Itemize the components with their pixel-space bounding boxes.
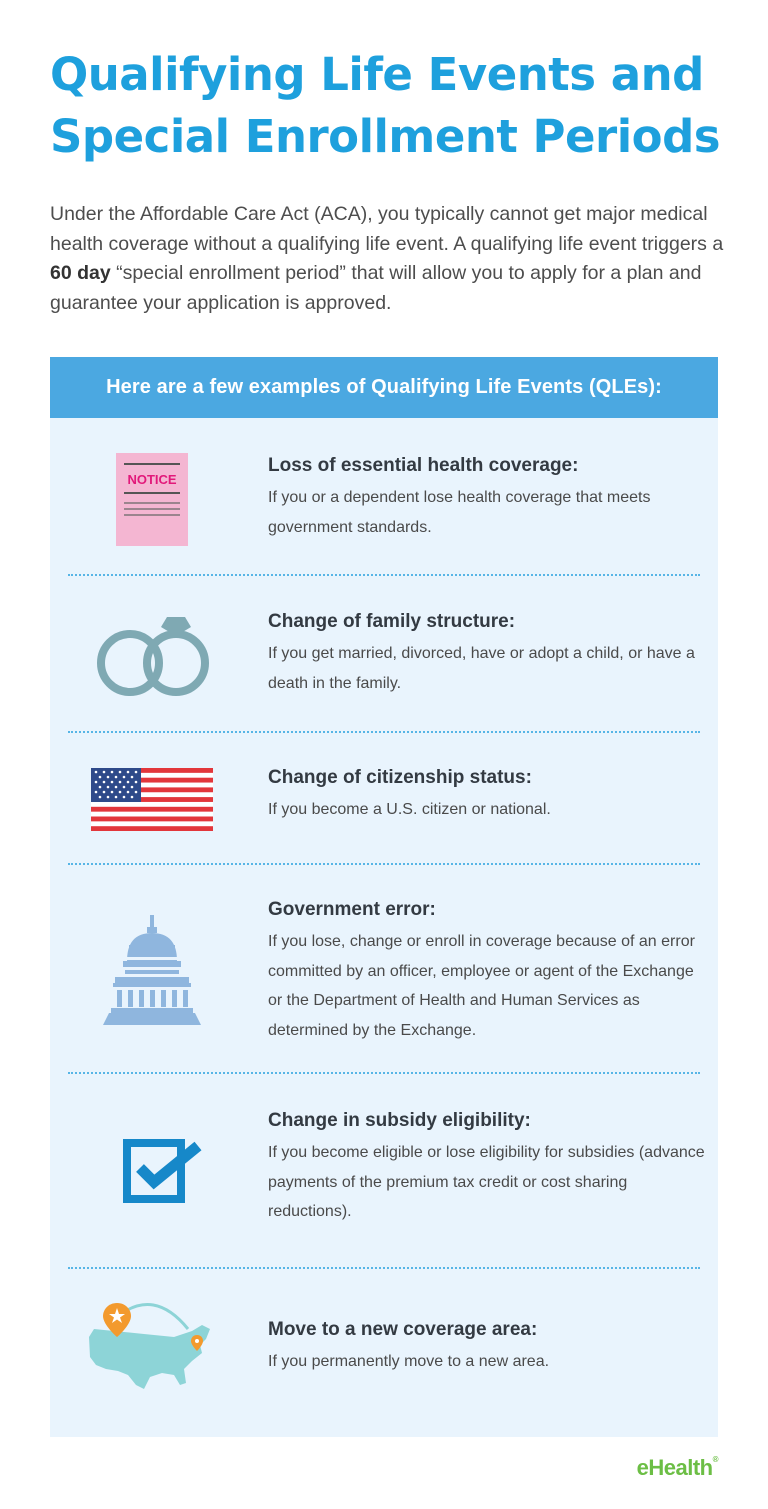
svg-text:NOTICE: NOTICE [127, 472, 176, 487]
divider [68, 863, 700, 865]
item-title: Government error: [268, 899, 436, 920]
panel-header: Here are a few examples of Qualifying Li… [50, 357, 718, 418]
item-title: Change of family structure: [268, 611, 516, 632]
divider [68, 1072, 700, 1074]
divider [68, 574, 700, 576]
item-description: If you lose, change or enroll in coverag… [268, 933, 695, 1039]
divider [68, 731, 700, 733]
item-title: Change of citizenship status: [268, 767, 532, 788]
item-description: If you get married, divorced, have or ad… [268, 645, 695, 692]
intro-paragraph: Under the Affordable Care Act (ACA), you… [50, 203, 724, 314]
capitol-building-icon [103, 915, 201, 1025]
item-title: Loss of essential health coverage: [268, 455, 579, 476]
us-flag-icon [91, 768, 213, 831]
checkbox-icon [123, 1139, 202, 1203]
item-description: If you permanently move to a new area. [268, 1353, 550, 1370]
qle-panel: Here are a few examples of Qualifying Li… [50, 357, 718, 1437]
item-description: If you become a U.S. citizen or national… [268, 801, 551, 818]
page-title: Qualifying Life Events and Special Enrol… [50, 48, 721, 163]
notice-document-icon: NOTICE [116, 453, 188, 546]
divider [68, 1267, 700, 1269]
ehealth-logo: eHealth® [636, 1455, 719, 1480]
wedding-rings-icon [97, 617, 209, 696]
us-map-icon [89, 1303, 210, 1389]
item-description: If you become eligible or lose eligibili… [268, 1144, 705, 1220]
item-description: If you or a dependent lose health covera… [268, 489, 651, 536]
item-title: Move to a new coverage area: [268, 1319, 538, 1340]
item-title: Change in subsidy eligibility: [268, 1110, 531, 1131]
